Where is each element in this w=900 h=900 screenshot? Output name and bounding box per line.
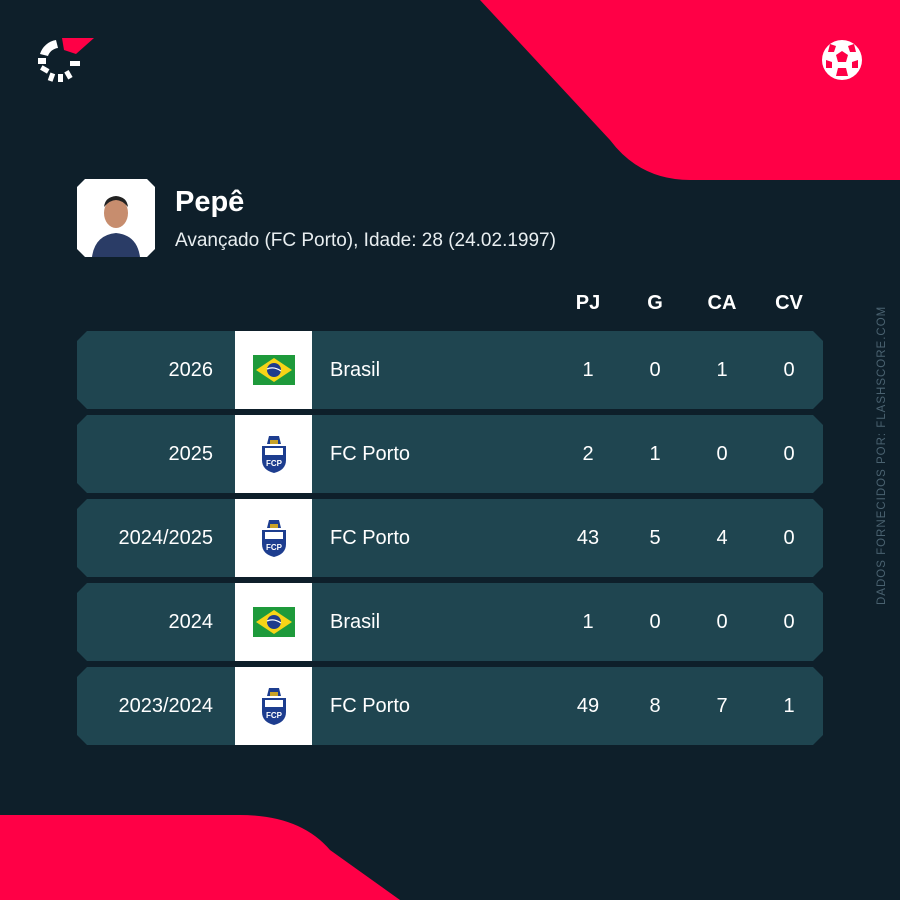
stat-pj: 1: [582, 359, 594, 381]
table-row: 2023/2024 FCP FC Porto 49 8 7 1: [77, 667, 823, 745]
team-crest: [235, 331, 312, 409]
brazil-flag-icon: [252, 355, 295, 385]
svg-text:FCP: FCP: [266, 711, 283, 720]
team-name: FC Porto: [330, 695, 411, 717]
column-header-cv: CV: [775, 292, 803, 314]
season: 2025: [168, 443, 214, 465]
svg-text:FCP: FCP: [266, 543, 283, 552]
table-row: 2025 FCP FC Porto 2 1 0 0: [77, 415, 823, 493]
stat-g: 0: [649, 611, 661, 633]
stat-cv: 0: [783, 443, 795, 465]
stat-cv: 0: [783, 527, 795, 549]
column-header-g: G: [647, 292, 663, 314]
column-header-pj: PJ: [575, 292, 601, 314]
svg-text:FCP: FCP: [266, 459, 283, 468]
data-credit: DADOS FORNECIDOS POR: FLASHSCORE.COM: [876, 305, 888, 605]
table-row: 2024/2025 FCP FC Porto 43 5 4 0: [77, 499, 823, 577]
team-name: Brasil: [330, 611, 381, 633]
fc-porto-crest-icon: FCP: [261, 688, 286, 725]
stat-ca: 0: [716, 443, 728, 465]
player-photo: [77, 179, 155, 257]
football-icon: [822, 40, 862, 80]
player-name: Pepê: [175, 186, 245, 218]
season: 2024: [168, 611, 214, 633]
table-row: 2024 Brasil 1 0 0 0: [77, 583, 823, 661]
stat-ca: 7: [716, 695, 728, 717]
fc-porto-crest-icon: FCP: [261, 436, 286, 473]
stat-ca: 0: [716, 611, 728, 633]
stat-ca: 4: [716, 527, 728, 549]
team-name: Brasil: [330, 359, 381, 381]
stat-g: 8: [649, 695, 661, 717]
season: 2026: [168, 359, 214, 381]
stat-cv: 0: [783, 359, 795, 381]
stat-pj: 1: [582, 611, 594, 633]
brazil-flag-icon: [252, 607, 295, 637]
column-header-ca: CA: [707, 292, 737, 314]
stat-pj: 49: [576, 695, 600, 717]
stat-g: 0: [649, 359, 661, 381]
season: 2024/2025: [118, 527, 213, 549]
team-crest: FCP: [235, 667, 312, 745]
fc-porto-crest-icon: FCP: [261, 520, 286, 557]
team-crest: [235, 583, 312, 661]
stat-pj: 2: [582, 443, 594, 465]
team-name: FC Porto: [330, 443, 411, 465]
season: 2023/2024: [118, 695, 213, 717]
flashscore-logo: [38, 38, 94, 82]
player-details: Avançado (FC Porto), Idade: 28 (24.02.19…: [175, 230, 556, 251]
stat-pj: 43: [576, 527, 600, 549]
stat-cv: 1: [783, 695, 795, 717]
team-crest: FCP: [235, 499, 312, 577]
stat-cv: 0: [783, 611, 795, 633]
team-name: FC Porto: [330, 527, 411, 549]
stat-g: 1: [649, 443, 661, 465]
table-row: 2026 Brasil 1 0 1 0: [77, 331, 823, 409]
team-crest: FCP: [235, 415, 312, 493]
stat-ca: 1: [716, 359, 728, 381]
stat-g: 5: [649, 527, 661, 549]
